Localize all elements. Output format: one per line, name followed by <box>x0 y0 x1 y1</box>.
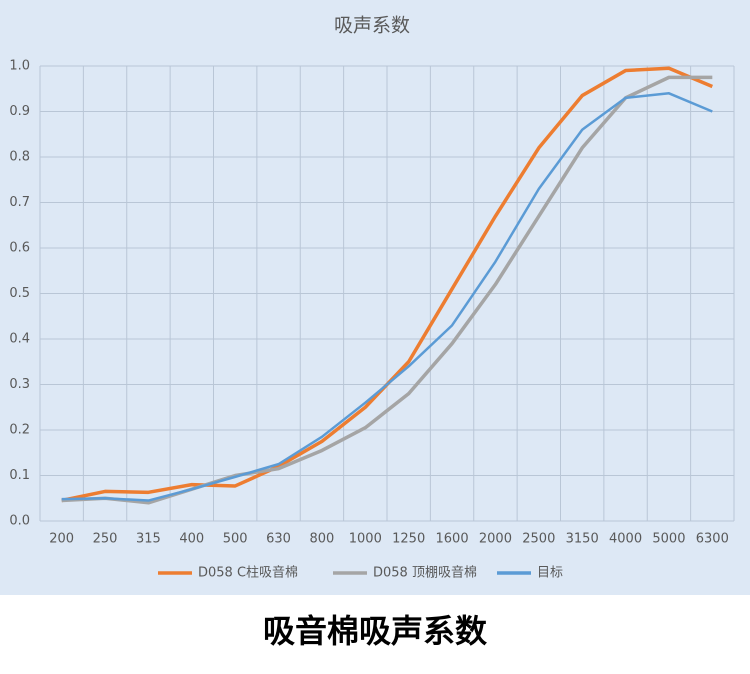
x-tick-label: 630 <box>266 532 291 547</box>
x-tick-label: 3150 <box>566 532 599 547</box>
y-tick-label: 0.5 <box>9 286 30 301</box>
y-tick-label: 0.3 <box>9 377 30 392</box>
x-tick-label: 250 <box>93 532 118 547</box>
y-tick-label: 0.6 <box>9 241 30 256</box>
y-tick-label: 0.7 <box>9 195 30 210</box>
x-tick-label: 1600 <box>436 532 469 547</box>
x-tick-label: 4000 <box>609 532 642 547</box>
y-tick-label: 0.8 <box>9 150 30 165</box>
x-tick-label: 1000 <box>349 532 382 547</box>
legend-label: D058 C柱吸音棉 <box>198 565 298 581</box>
series-line <box>61 92 713 502</box>
x-tick-label: 2500 <box>522 532 555 547</box>
chart-title: 吸声系数 <box>334 15 410 37</box>
x-tick-label: 2000 <box>479 532 512 547</box>
x-tick-label: 5000 <box>652 532 685 547</box>
legend-label: D058 顶棚吸音棉 <box>373 565 477 581</box>
x-tick-label: 315 <box>136 532 161 547</box>
caption: 吸音棉吸声系数 <box>263 612 488 650</box>
x-tick-label: 400 <box>179 532 204 547</box>
y-tick-label: 0.0 <box>9 514 30 529</box>
legend-label: 目标 <box>537 566 563 581</box>
x-tick-label: 200 <box>49 532 74 547</box>
x-tick-label: 800 <box>310 532 335 547</box>
y-tick-label: 0.9 <box>9 104 30 119</box>
y-tick-label: 0.1 <box>9 468 30 483</box>
x-tick-label: 1250 <box>392 532 425 547</box>
x-tick-label: 6300 <box>696 532 729 547</box>
chart-background <box>0 0 750 595</box>
y-tick-label: 0.4 <box>9 332 30 347</box>
x-tick-label: 500 <box>223 532 248 547</box>
y-tick-label: 1.0 <box>9 59 30 74</box>
y-tick-label: 0.2 <box>9 423 30 438</box>
